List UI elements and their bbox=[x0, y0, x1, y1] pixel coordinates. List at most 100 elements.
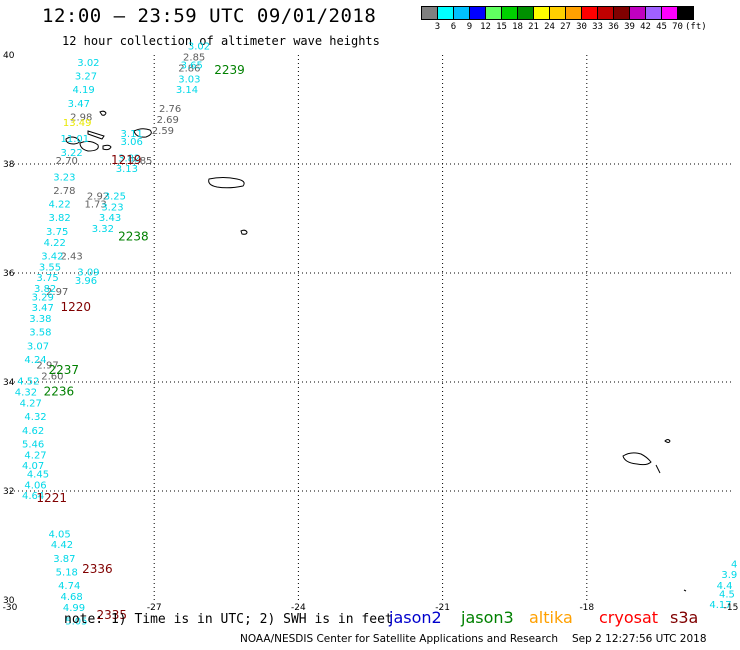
wave-height-labels: 2.852.862.982.762.692.592.70 2.852.78 2.92… bbox=[15, 42, 738, 628]
wave-height-label: 3.58 bbox=[29, 328, 51, 339]
wave-height-label: 13.49 bbox=[63, 118, 92, 129]
wave-height-label: 3.09 bbox=[77, 268, 99, 279]
wave-height-label: 3.82 bbox=[118, 153, 140, 164]
wave-height-label: 3.47 bbox=[68, 99, 90, 110]
wave-height-label: 2.59 bbox=[152, 126, 174, 137]
longitude-label: -24 bbox=[291, 603, 306, 613]
color-scale-label: 27 bbox=[560, 22, 571, 32]
wave-height-label: 3.47 bbox=[32, 303, 54, 314]
island-outline bbox=[683, 589, 687, 592]
wave-height-label: 4.07 bbox=[22, 461, 44, 472]
wave-height-label: 4.32 bbox=[24, 412, 46, 423]
longitude-label: -18 bbox=[579, 603, 594, 613]
latitude-label: 30 bbox=[3, 596, 15, 606]
wave-height-label: 3.03 bbox=[178, 74, 200, 85]
color-scale-label: 42 bbox=[640, 22, 651, 32]
wave-height-label: 4.64 bbox=[22, 491, 44, 502]
wave-height-label: 3.27 bbox=[75, 72, 97, 83]
wave-height-label: 4.45 bbox=[27, 469, 49, 480]
wave-height-label: 3.96 bbox=[75, 276, 97, 287]
footer-credit: NOAA/NESDIS Center for Satellite Applica… bbox=[240, 633, 707, 645]
color-scale-label: 45 bbox=[656, 22, 667, 32]
wave-height-label: 4.42 bbox=[51, 540, 73, 551]
wave-height-label: 3.38 bbox=[29, 314, 51, 325]
wave-height-label: 2.97 bbox=[46, 287, 68, 298]
wave-height-label: 2.98 bbox=[70, 112, 92, 123]
wave-height-label: 4.62 bbox=[22, 426, 44, 437]
wave-height-label: 2.85 bbox=[130, 156, 152, 167]
island-outline bbox=[664, 439, 671, 443]
wave-height-label: 3.9 bbox=[721, 570, 737, 581]
credit-text: NOAA/NESDIS Center for Satellite Applica… bbox=[240, 633, 558, 645]
pass-time-label: 1220 bbox=[60, 300, 91, 314]
pass-time-label: 2239 bbox=[214, 63, 245, 77]
units-note: note: 1) Time is in UTC; 2) SWH is in fe… bbox=[64, 612, 393, 627]
wave-height-label: 4.05 bbox=[48, 529, 70, 540]
generated-timestamp: Sep 2 12:27:56 UTC 2018 bbox=[572, 633, 707, 645]
wave-height-label: 3.13 bbox=[116, 164, 138, 175]
wave-height-label: 3.23 bbox=[101, 202, 123, 213]
wave-height-label: 4.32 bbox=[15, 388, 37, 399]
satellite-legend-item: cryosat bbox=[599, 608, 659, 627]
longitude-label: -27 bbox=[147, 603, 162, 613]
latitude-label: 40 bbox=[3, 51, 15, 61]
wave-height-label: 5.46 bbox=[22, 439, 44, 450]
satellite-legend-item: altika bbox=[529, 608, 573, 627]
color-scale-label: 9 bbox=[466, 22, 473, 32]
wave-height-label: 1.73 bbox=[85, 200, 107, 211]
wave-height-label: 2.69 bbox=[157, 115, 179, 126]
wave-height-label: 4.68 bbox=[60, 592, 82, 603]
latitude-label: 32 bbox=[3, 487, 14, 497]
wave-height-label: 4.4 bbox=[717, 581, 733, 592]
pass-time-label: 2336 bbox=[82, 562, 113, 576]
wave-height-label: 3.42 bbox=[41, 251, 63, 262]
wave-height-label: 3.82 bbox=[48, 213, 70, 224]
wave-height-label: 11.01 bbox=[60, 134, 89, 145]
wave-height-label: 4.19 bbox=[72, 85, 94, 96]
wave-height-label: 4.5 bbox=[719, 589, 735, 600]
pass-time-label: 1219 bbox=[111, 153, 142, 167]
latitude-label: 34 bbox=[3, 378, 15, 388]
wave-height-label: 3.75 bbox=[46, 227, 68, 238]
wave-height-label: 3.22 bbox=[60, 148, 82, 159]
wave-height-label: 5.18 bbox=[56, 567, 78, 578]
island-outline bbox=[87, 130, 105, 140]
island-outline bbox=[102, 144, 112, 151]
wave-height-label: 2.85 bbox=[183, 52, 205, 63]
wave-height-label: 2.78 bbox=[53, 186, 75, 197]
color-scale-label: 15 bbox=[496, 22, 507, 32]
pass-time-label: 2238 bbox=[118, 229, 149, 243]
island-outline bbox=[622, 452, 652, 466]
wave-height-label: 3.25 bbox=[104, 191, 126, 202]
wave-height-label: 2.60 bbox=[41, 371, 63, 382]
wave-height-label: 4.06 bbox=[24, 480, 46, 491]
color-scale-label: 21 bbox=[528, 22, 539, 32]
wave-height-label: 3.23 bbox=[53, 172, 75, 183]
wave-height-label: 4.27 bbox=[24, 450, 46, 461]
wave-height-label: 4.22 bbox=[44, 238, 66, 249]
map-subtitle: 12 hour collection of altimeter wave hei… bbox=[62, 34, 380, 48]
wave-height-label: 3.55 bbox=[39, 262, 61, 273]
wave-height-label: 3.02 bbox=[77, 58, 99, 69]
color-swatch bbox=[677, 6, 694, 20]
pass-time-label: 2335 bbox=[97, 608, 128, 622]
island-outline bbox=[65, 136, 80, 145]
wave-height-label: 4.22 bbox=[48, 200, 70, 211]
wave-height-label: 5.05 bbox=[65, 617, 87, 628]
wave-height-label: 3.43 bbox=[99, 213, 121, 224]
wave-height-label: 4.99 bbox=[63, 603, 85, 614]
wave-height-label: 3.06 bbox=[121, 137, 143, 148]
color-scale-label: 12 bbox=[480, 22, 491, 32]
latitude-label: 36 bbox=[3, 269, 15, 279]
wave-height-label: 4.52 bbox=[17, 377, 39, 388]
wave-height-label: 4.24 bbox=[24, 355, 46, 366]
island-outline bbox=[133, 128, 152, 138]
wave-height-label: 3.29 bbox=[32, 292, 54, 303]
island-outlines bbox=[65, 110, 687, 592]
color-scale-label: 39 bbox=[624, 22, 635, 32]
wave-height-label: 2.43 bbox=[60, 251, 82, 262]
wave-height-label: 4 bbox=[731, 559, 737, 570]
wave-height-label: 4.74 bbox=[58, 581, 80, 592]
color-scale-label: 33 bbox=[592, 22, 603, 32]
lat-lon-grid bbox=[10, 55, 731, 600]
